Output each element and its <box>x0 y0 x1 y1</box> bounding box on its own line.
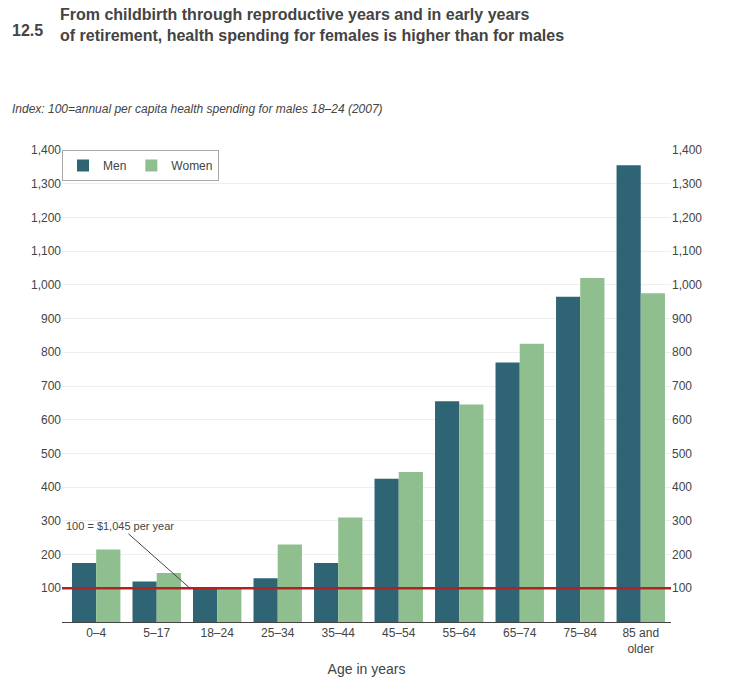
svg-text:1,400: 1,400 <box>31 143 61 157</box>
svg-text:75–84: 75–84 <box>564 626 598 640</box>
svg-text:1,100: 1,100 <box>672 244 702 258</box>
svg-text:18–24: 18–24 <box>201 626 235 640</box>
svg-text:400: 400 <box>672 480 692 494</box>
svg-text:45–54: 45–54 <box>382 626 416 640</box>
svg-text:900: 900 <box>41 312 61 326</box>
svg-text:65–74: 65–74 <box>503 626 537 640</box>
svg-text:55–64: 55–64 <box>443 626 477 640</box>
svg-text:800: 800 <box>41 345 61 359</box>
svg-text:1,200: 1,200 <box>31 211 61 225</box>
svg-text:600: 600 <box>41 413 61 427</box>
svg-text:300: 300 <box>672 514 692 528</box>
svg-text:1,100: 1,100 <box>31 244 61 258</box>
svg-text:35–44: 35–44 <box>322 626 356 640</box>
svg-text:5–17: 5–17 <box>143 626 170 640</box>
svg-text:Women: Women <box>171 159 212 173</box>
svg-text:200: 200 <box>672 548 692 562</box>
svg-text:600: 600 <box>672 413 692 427</box>
svg-text:1,000: 1,000 <box>672 278 702 292</box>
svg-text:700: 700 <box>672 379 692 393</box>
svg-text:Age in years: Age in years <box>328 661 406 677</box>
svg-text:500: 500 <box>672 447 692 461</box>
svg-text:500: 500 <box>41 447 61 461</box>
svg-text:1,000: 1,000 <box>31 278 61 292</box>
svg-text:400: 400 <box>41 480 61 494</box>
svg-text:900: 900 <box>672 312 692 326</box>
svg-text:85 andolder: 85 andolder <box>622 626 659 656</box>
svg-text:1,400: 1,400 <box>672 143 702 157</box>
svg-text:0–4: 0–4 <box>86 626 106 640</box>
svg-text:1,200: 1,200 <box>672 211 702 225</box>
svg-text:1,300: 1,300 <box>672 177 702 191</box>
svg-text:100: 100 <box>672 581 692 595</box>
svg-text:800: 800 <box>672 345 692 359</box>
svg-text:1,300: 1,300 <box>31 177 61 191</box>
svg-text:Index: 100=annual per capita h: Index: 100=annual per capita health spen… <box>12 102 383 116</box>
svg-text:700: 700 <box>41 379 61 393</box>
svg-text:12.5: 12.5 <box>12 22 43 39</box>
svg-text:From childbirth through reprod: From childbirth through reproductive yea… <box>60 6 564 44</box>
svg-text:25–34: 25–34 <box>261 626 295 640</box>
svg-text:Men: Men <box>103 159 126 173</box>
svg-text:200: 200 <box>41 548 61 562</box>
svg-text:300: 300 <box>41 514 61 528</box>
svg-text:100 = $1,045 per year: 100 = $1,045 per year <box>66 520 174 532</box>
svg-text:100: 100 <box>41 581 61 595</box>
